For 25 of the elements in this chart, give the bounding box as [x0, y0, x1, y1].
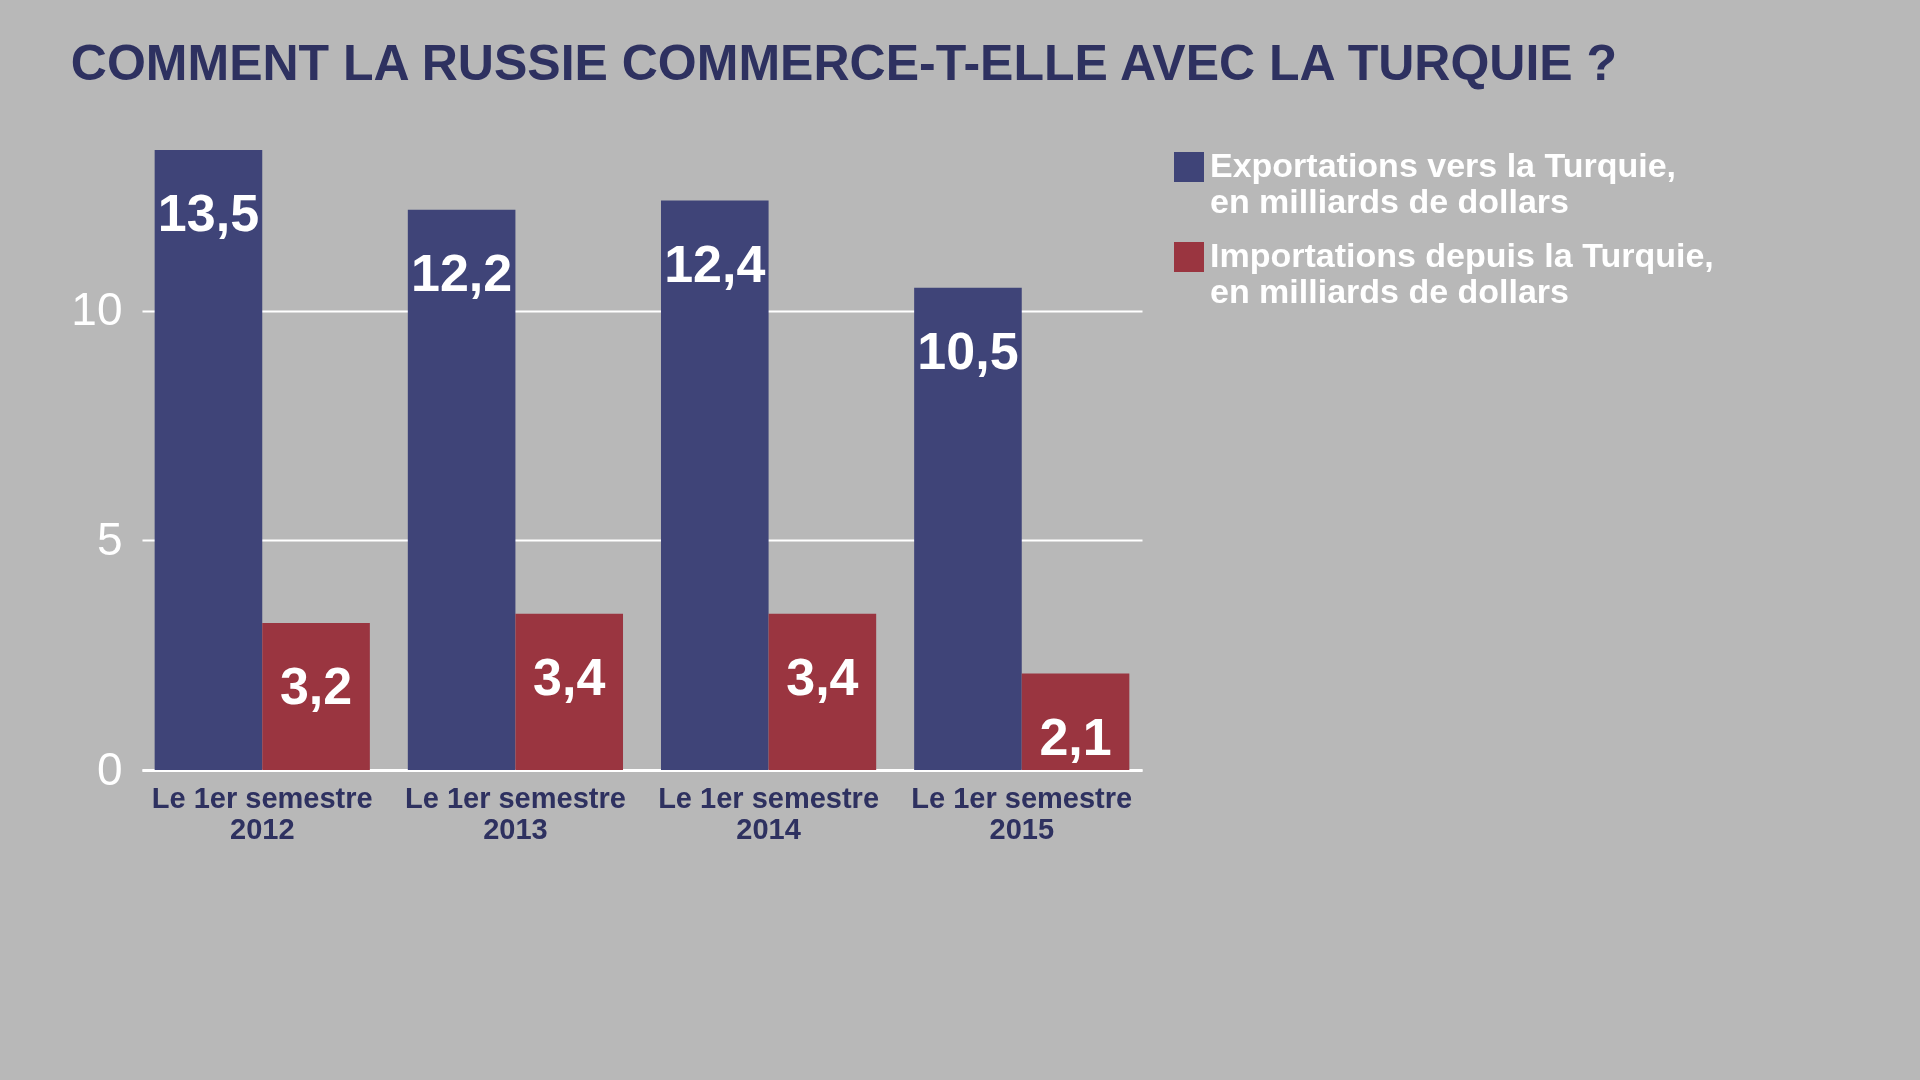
- data-label: 12,4: [664, 234, 766, 293]
- x-tick-label: Le 1er semestre 2015: [911, 781, 1133, 845]
- bar: [914, 287, 1022, 770]
- bar: [154, 150, 263, 770]
- x-tick-label: Le 1er semestre 2014: [658, 781, 880, 845]
- data-label: 13,5: [157, 184, 260, 242]
- bar: [407, 209, 516, 770]
- chart-title: COMMENT LA RUSSIE COMMERCE-T-ELLE AVEC LA TURQUIE ?: [70, 35, 1618, 91]
- data-label: 3,4: [786, 647, 859, 706]
- bar: [660, 200, 769, 770]
- y-tick-label: 10: [71, 283, 123, 336]
- data-label: 12,2: [411, 243, 513, 302]
- bar: [515, 613, 624, 770]
- x-tick-label: Le 1er semestre 2013: [404, 781, 626, 845]
- bar: [262, 623, 370, 770]
- legend-label: Importations depuis la Turquie, en milliards de dollars: [1210, 236, 1714, 310]
- data-label: 3,2: [279, 657, 353, 716]
- data-label: 10,5: [917, 321, 1019, 380]
- data-label: 2,1: [1039, 707, 1112, 766]
- y-tick-label: 5: [96, 512, 123, 565]
- bar: [768, 613, 877, 770]
- data-label: 3,4: [533, 647, 606, 706]
- legend-label: Exportations vers la Turquie, en milliards de dollars: [1210, 146, 1677, 220]
- y-tick-label: 0: [96, 742, 123, 795]
- x-tick-label: Le 1er semestre 2012: [151, 781, 373, 845]
